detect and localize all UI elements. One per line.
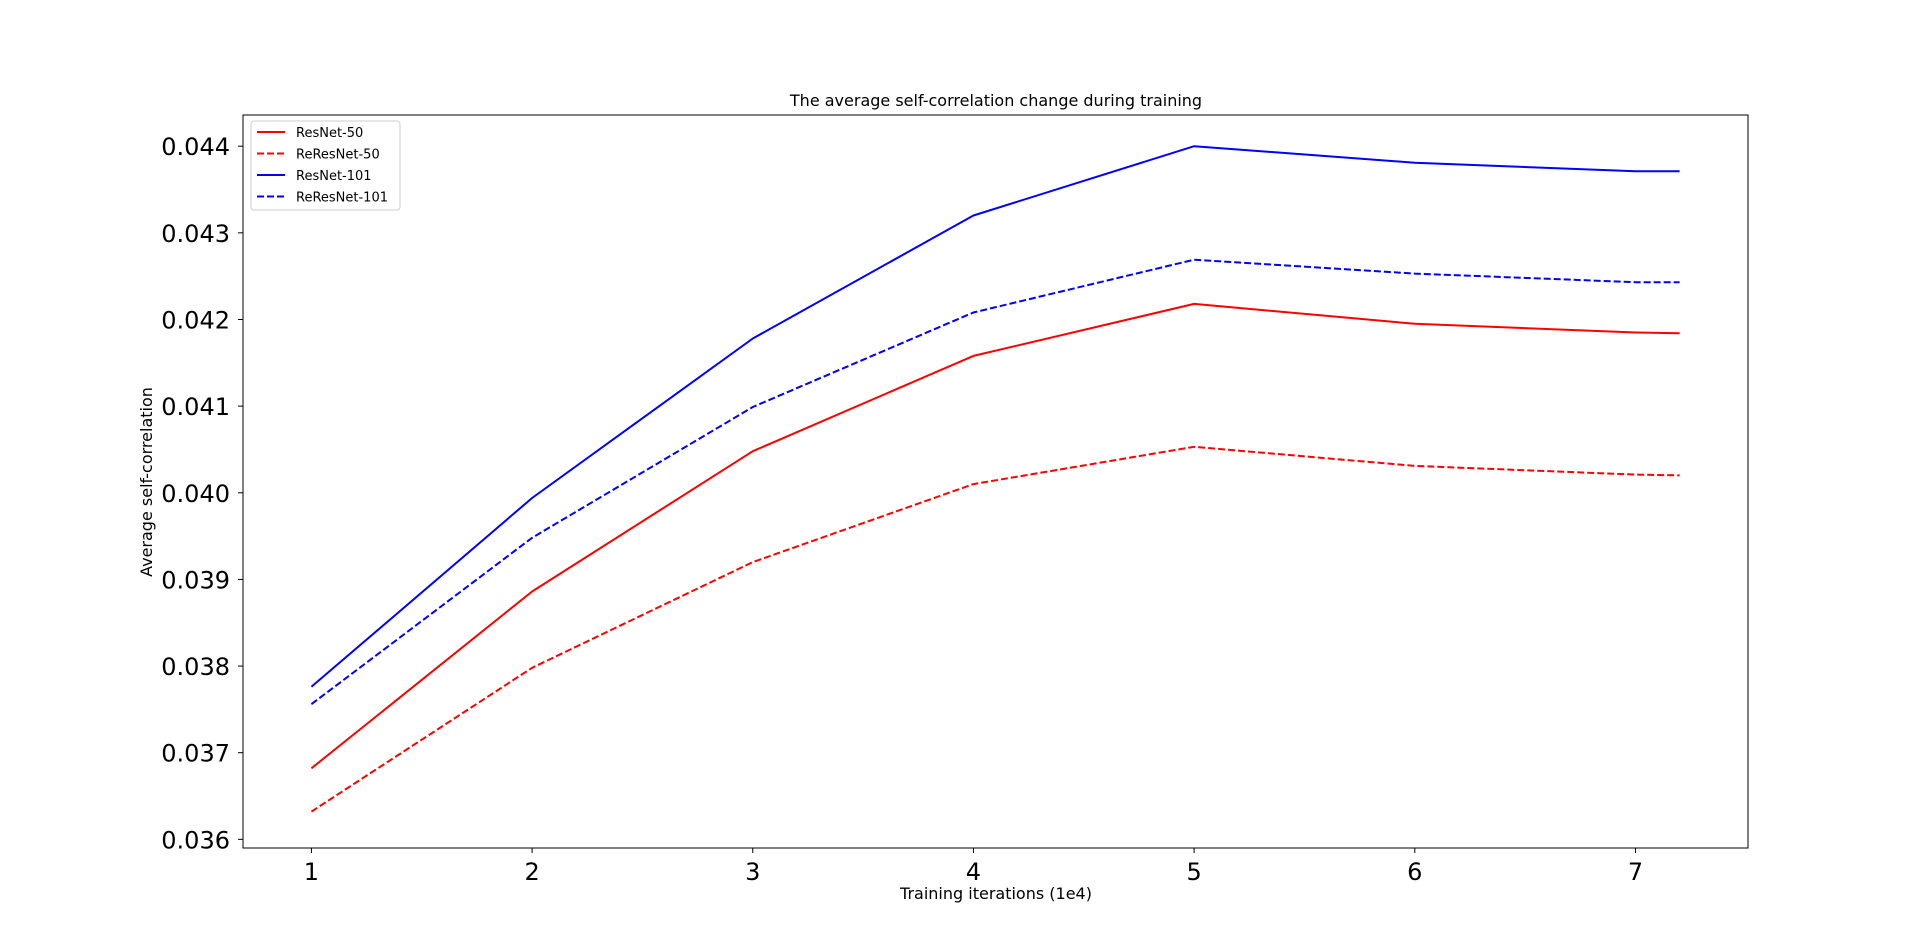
x-tick-label-3: 3 <box>745 858 760 886</box>
chart-title: The average self-correlation change duri… <box>789 91 1202 110</box>
legend-label-resnet-101: ResNet-101 <box>296 169 372 184</box>
legend-label-reresnet-101: ReResNet-101 <box>296 191 388 206</box>
y-tick-label-1: 0.036 <box>161 826 230 854</box>
series-line-resnet-101 <box>310 145 1680 688</box>
y-tick-label-6: 0.041 <box>161 393 230 421</box>
series-layer <box>310 145 1680 813</box>
series-line-reresnet-101 <box>310 258 1680 705</box>
y-tick-label-8: 0.043 <box>161 220 230 248</box>
legend: ResNet-50 ReResNet-50 ResNet-101 ReResNet-1… <box>250 120 401 211</box>
legend-label-reresnet-50: ReResNet-50 <box>296 148 380 163</box>
series-line-reresnet-50 <box>310 445 1680 813</box>
series-line-resnet-50 <box>310 302 1680 770</box>
x-tick-label-2: 2 <box>524 858 539 886</box>
y-tick-label-3: 0.038 <box>161 653 230 681</box>
y-tick-label-7: 0.042 <box>161 306 230 334</box>
x-tick-label-5: 5 <box>1186 858 1201 886</box>
x-tick-label-4: 4 <box>966 858 981 886</box>
x-tick-label-7: 7 <box>1628 858 1643 886</box>
x-tick-label-1: 1 <box>304 858 319 886</box>
y-tick-label-5: 0.040 <box>161 480 230 508</box>
x-axis-label: Training iterations (1e4) <box>899 884 1092 903</box>
y-axis: 0.036 0.037 0.038 0.039 0.040 0.041 0.042 0.043… <box>161 133 243 854</box>
legend-label-resnet-50: ResNet-50 <box>296 126 363 141</box>
y-tick-label-2: 0.037 <box>161 740 230 768</box>
y-axis-label: Average self-correlation <box>137 387 156 577</box>
x-tick-label-6: 6 <box>1407 858 1422 886</box>
y-tick-label-9: 0.044 <box>161 133 230 161</box>
x-axis: 1 2 3 4 5 6 7 <box>304 848 1643 886</box>
plot-frame <box>242 114 1749 849</box>
legend-frame <box>250 120 401 211</box>
y-tick-label-4: 0.039 <box>161 566 230 594</box>
